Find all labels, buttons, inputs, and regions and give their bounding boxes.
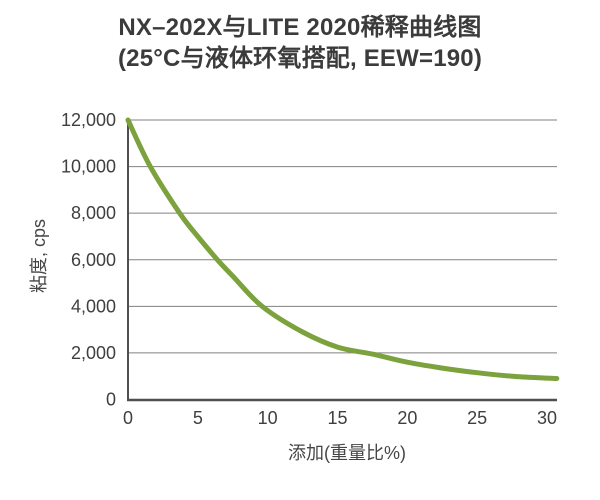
x-axis-title: 添加(重量比%) — [288, 443, 406, 463]
y-tick-label: 2,000 — [71, 343, 116, 363]
chart-title-line1: NX–202X与LITE 2020稀释曲线图 — [118, 14, 482, 41]
x-tick-label: 20 — [397, 408, 417, 428]
y-tick-labels: 0 2,000 4,000 6,000 8,000 10,000 12,000 — [61, 110, 116, 410]
x-tick-label: 5 — [193, 408, 203, 428]
x-tick-label: 30 — [537, 408, 557, 428]
dilution-curve-line — [125, 117, 560, 381]
y-tick-label: 12,000 — [61, 110, 116, 130]
chart-title: NX–202X与LITE 2020稀释曲线图 (25°C与液体环氧搭配, EEW… — [0, 12, 600, 74]
gridlines — [128, 119, 557, 354]
x-tick-label: 15 — [327, 408, 347, 428]
x-tick-labels: 0 5 10 15 20 25 30 — [123, 408, 557, 428]
x-tick-label: 10 — [258, 408, 278, 428]
chart-title-line2: (25°C与液体环氧搭配, EEW=190) — [117, 45, 483, 72]
y-tick-label: 8,000 — [71, 203, 116, 223]
y-tick-label: 4,000 — [71, 296, 116, 316]
x-tick-label: 25 — [467, 408, 487, 428]
y-tick-label: 0 — [106, 390, 116, 410]
y-tick-label: 10,000 — [61, 157, 116, 177]
y-tick-label: 6,000 — [71, 250, 116, 270]
x-tick-label: 0 — [123, 408, 133, 428]
axes — [127, 119, 557, 402]
